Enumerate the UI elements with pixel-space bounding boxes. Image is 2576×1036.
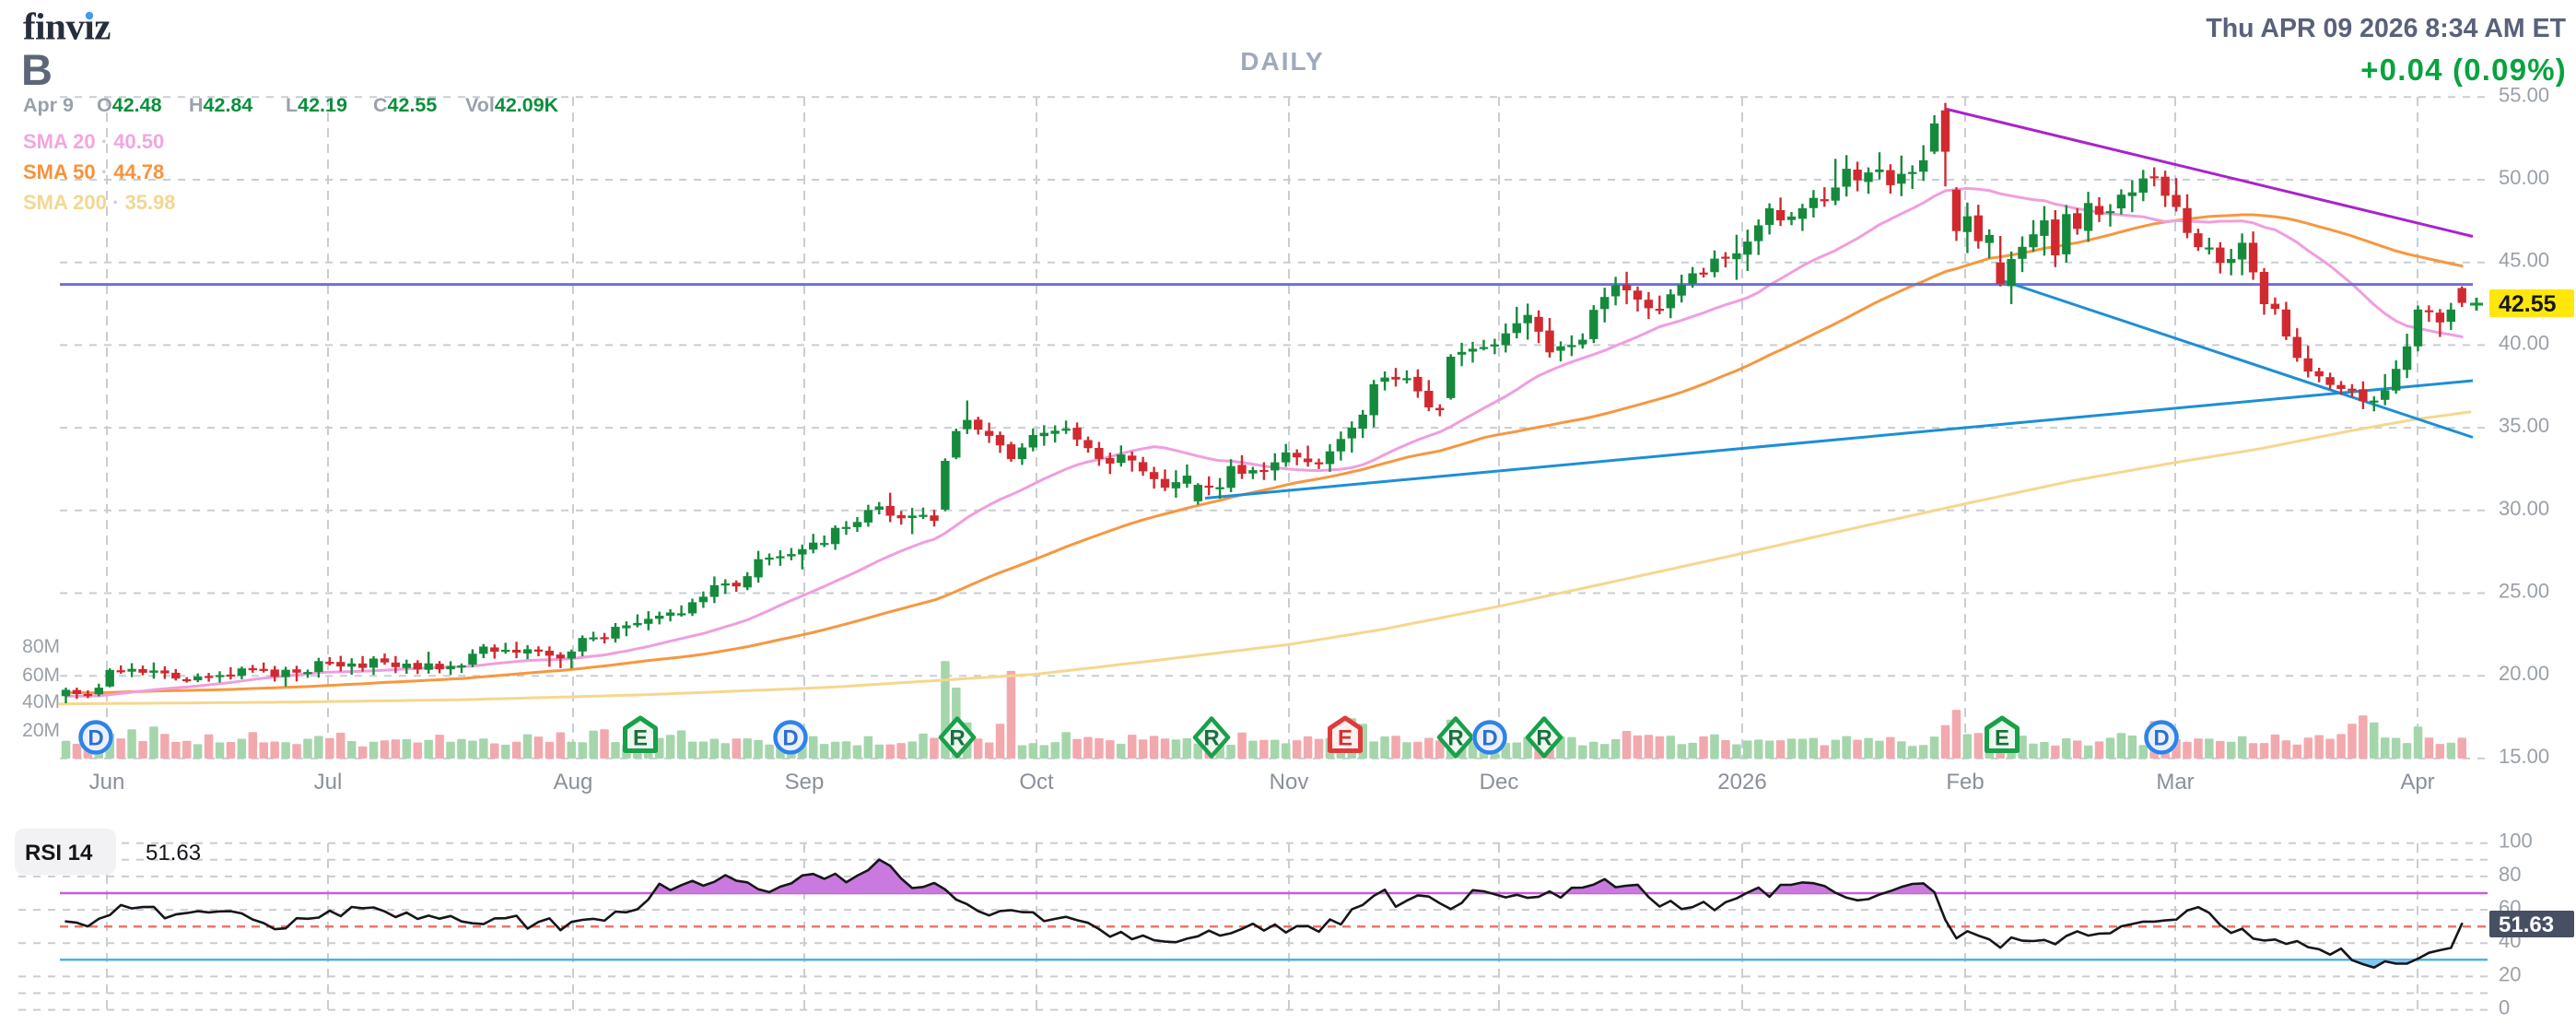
svg-text:20: 20 xyxy=(2499,962,2521,985)
svg-text:55.00: 55.00 xyxy=(2499,83,2549,106)
svg-text:D: D xyxy=(2153,726,2169,751)
svg-text:0: 0 xyxy=(2499,996,2510,1019)
svg-text:Feb: Feb xyxy=(1946,770,1984,795)
svg-text:51.63: 51.63 xyxy=(146,841,201,865)
svg-text:C42.55: C42.55 xyxy=(373,94,437,116)
svg-text:Thu APR 09 2026 8:34 AM ET: Thu APR 09 2026 8:34 AM ET xyxy=(2206,14,2566,43)
svg-text:H42.84: H42.84 xyxy=(189,94,252,116)
svg-text:DAILY: DAILY xyxy=(1240,47,1324,76)
svg-text:Aug: Aug xyxy=(554,770,593,795)
svg-text:E: E xyxy=(633,726,648,751)
svg-text:80M: 80M xyxy=(22,636,60,657)
svg-text:B: B xyxy=(21,45,53,94)
svg-text:finviz: finviz xyxy=(23,6,111,48)
svg-text:42.55: 42.55 xyxy=(2499,291,2557,317)
svg-text:Jun: Jun xyxy=(89,770,125,795)
svg-text:L42.19: L42.19 xyxy=(286,94,347,116)
svg-text:Nov: Nov xyxy=(1270,770,1309,795)
svg-text:20M: 20M xyxy=(22,720,60,741)
svg-text:SMA 200 · 35.98: SMA 200 · 35.98 xyxy=(23,191,176,214)
svg-text:100: 100 xyxy=(2499,830,2533,853)
svg-text:30.00: 30.00 xyxy=(2499,497,2549,520)
svg-text:Jul: Jul xyxy=(314,770,343,795)
svg-text:Apr: Apr xyxy=(2400,770,2434,795)
svg-text:R: R xyxy=(1447,726,1463,751)
svg-text:25.00: 25.00 xyxy=(2499,580,2549,603)
svg-text:SMA 20 · 40.50: SMA 20 · 40.50 xyxy=(23,130,164,153)
svg-text:SMA 50 · 44.78: SMA 50 · 44.78 xyxy=(23,160,164,183)
svg-text:2026: 2026 xyxy=(1717,770,1766,795)
svg-text:Oct: Oct xyxy=(1019,770,1054,795)
svg-text:Vol42.09K: Vol42.09K xyxy=(465,94,559,116)
svg-text:15.00: 15.00 xyxy=(2499,745,2549,768)
svg-text:RSI 14: RSI 14 xyxy=(25,841,93,865)
svg-text:Sep: Sep xyxy=(785,770,825,795)
svg-text:80: 80 xyxy=(2499,863,2521,886)
svg-text:50.00: 50.00 xyxy=(2499,166,2549,189)
svg-text:R: R xyxy=(1203,726,1219,751)
svg-text:Mar: Mar xyxy=(2156,770,2194,795)
svg-text:E: E xyxy=(1995,726,2009,751)
svg-text:51.63: 51.63 xyxy=(2499,912,2554,937)
svg-text:Dec: Dec xyxy=(1480,770,1519,795)
svg-text:40.00: 40.00 xyxy=(2499,331,2549,354)
svg-text:R: R xyxy=(949,726,965,751)
svg-text:20.00: 20.00 xyxy=(2499,662,2549,685)
svg-text:D: D xyxy=(88,726,103,751)
svg-text:D: D xyxy=(1481,726,1497,751)
svg-text:O42.48: O42.48 xyxy=(97,94,162,116)
svg-text:35.00: 35.00 xyxy=(2499,414,2549,437)
svg-text:40M: 40M xyxy=(22,691,60,712)
svg-text:D: D xyxy=(782,726,798,751)
svg-text:E: E xyxy=(1338,726,1352,751)
svg-text:60M: 60M xyxy=(22,665,60,686)
svg-text:R: R xyxy=(1536,726,1551,751)
svg-text:Apr 9: Apr 9 xyxy=(23,94,74,116)
svg-text:45.00: 45.00 xyxy=(2499,249,2549,272)
svg-text:+0.04 (0.09%): +0.04 (0.09%) xyxy=(2360,53,2567,87)
